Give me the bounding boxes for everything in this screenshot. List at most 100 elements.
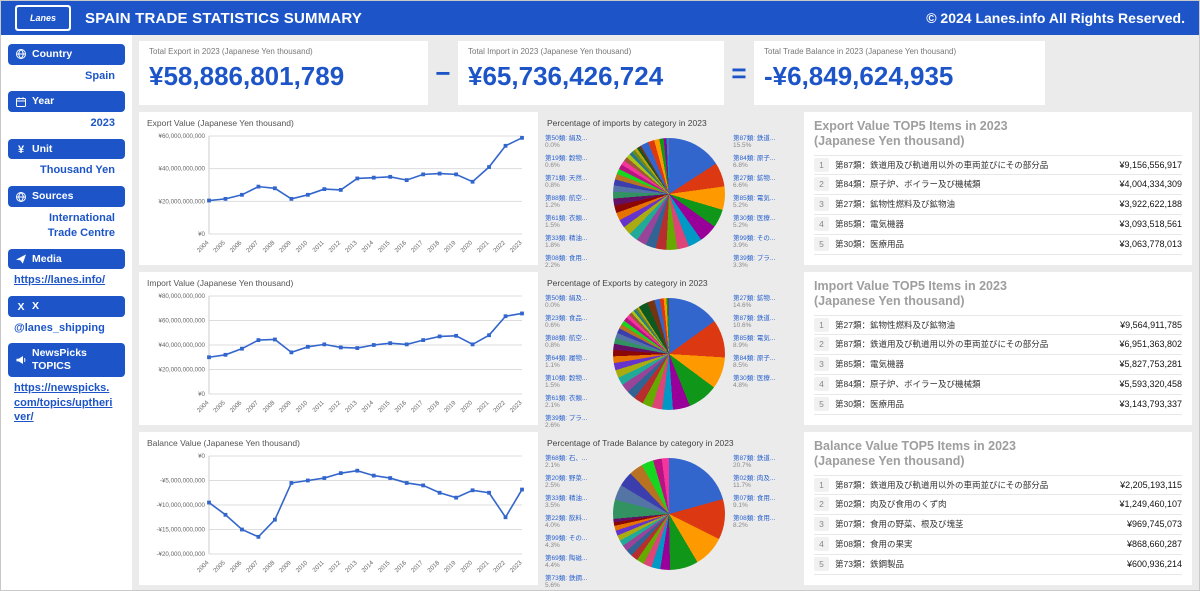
data-point[interactable] [289,481,294,485]
data-point[interactable] [338,345,343,350]
data-point[interactable] [289,350,294,355]
sidebar-item-x[interactable]: X X [8,296,125,317]
data-point[interactable] [338,471,343,476]
pie-callout-label: 第08類: 食用... 8.2% [733,515,776,529]
data-point[interactable] [503,143,508,148]
svg-text:2014: 2014 [360,399,375,414]
data-point[interactable] [487,333,491,338]
data-point[interactable] [256,338,261,342]
top5-rows-import: 1 第27類：鉱物性燃料及び鉱物油 ¥9,564,911,785 2 第87類：鉄道用及… [814,314,1182,415]
data-point[interactable] [520,311,524,316]
data-point[interactable] [355,176,360,181]
top5-row: 2 第87類：鉄道用及び軌道用以外の車両並びにその部分品 ¥6,951,363,80… [814,335,1182,355]
newspicks-link[interactable]: https://newspicks.com/topics/uptheriver/ [14,381,113,424]
data-point[interactable] [355,346,360,350]
data-point[interactable] [207,500,211,505]
data-point[interactable] [454,333,459,338]
data-point[interactable] [454,172,459,177]
svg-text:2019: 2019 [443,239,458,254]
pie-chart[interactable] [613,138,725,250]
data-point[interactable] [503,314,508,319]
import-line-chart[interactable]: ¥0 ¥20,000,000,000 ¥40,000,000,000 ¥60,000,… [147,289,530,427]
data-point[interactable] [272,517,277,522]
sidebar-item-year[interactable]: Year [8,91,125,113]
sidebar-item-sources[interactable]: Sources [8,186,125,207]
data-point[interactable] [371,343,376,347]
data-point[interactable] [437,171,442,176]
balance-line-chart[interactable]: ¥0 -¥5,000,000,000 -¥10,000,000,000 -¥15,00… [147,449,530,587]
data-point[interactable] [470,179,475,184]
pie-callout-label: 第68類: 石、... 2.1% [545,455,588,469]
megaphone-icon [15,354,27,366]
data-point[interactable] [240,527,244,532]
sidebar-item-media[interactable]: Media [8,248,125,270]
data-point[interactable] [404,342,409,347]
svg-text:2017: 2017 [410,559,425,574]
data-point[interactable] [487,490,491,495]
data-point[interactable] [355,468,360,473]
pie-labels-right: 第27類: 鉱物... 14.6% 第87類: 鉄道... 10.6% 第85類: 電気… [733,292,797,392]
media-link[interactable]: https://lanes.info/ [14,274,106,287]
data-point[interactable] [454,495,459,500]
data-point[interactable] [305,344,310,349]
rank-badge: 2 [814,337,829,351]
item-value: ¥4,004,334,309 [1119,179,1182,189]
data-point[interactable] [470,342,475,347]
data-point[interactable] [404,178,409,182]
data-point[interactable] [289,196,294,201]
data-point[interactable] [421,172,426,177]
data-point[interactable] [256,534,261,539]
data-point[interactable] [520,135,524,140]
data-point[interactable] [322,476,327,480]
page-title: SPAIN TRADE STATISTICS SUMMARY [85,9,363,27]
data-point[interactable] [305,478,310,483]
data-point[interactable] [322,342,327,347]
sidebar-item-unit[interactable]: ¥ Unit [8,138,125,160]
sidebar-item-country[interactable]: Country [8,44,125,65]
pie-callout-label: 第27類: 鉱物... 14.6% [733,295,776,309]
data-point[interactable] [421,483,426,488]
pie-callout-label: 第61類: 衣類... 1.5% [545,215,588,229]
data-point[interactable] [240,192,244,197]
data-point[interactable] [223,352,228,357]
svg-text:2007: 2007 [245,239,260,254]
data-point[interactable] [305,192,310,197]
data-point[interactable] [404,481,409,485]
data-point[interactable] [388,174,393,179]
lanes-logo[interactable]: Lanes [15,5,71,31]
data-point[interactable] [322,187,327,191]
data-point[interactable] [520,487,524,492]
svg-text:2022: 2022 [492,239,507,254]
svg-text:2013: 2013 [344,239,359,254]
pie-chart[interactable] [613,298,725,410]
data-point[interactable] [338,188,343,192]
data-point[interactable] [256,184,261,189]
data-point[interactable] [487,165,491,169]
data-point[interactable] [207,198,211,203]
operator-equals: = [731,57,747,88]
data-point[interactable] [371,175,376,180]
data-point[interactable] [223,196,228,201]
data-point[interactable] [437,490,442,495]
top5-row: 5 第30類：医療用品 ¥3,063,778,013 [814,235,1182,255]
pie-chart[interactable] [613,458,725,570]
data-point[interactable] [388,341,393,346]
data-point[interactable] [371,473,376,478]
data-point[interactable] [207,355,211,360]
item-value: ¥9,156,556,917 [1119,159,1182,170]
data-point[interactable] [503,515,508,520]
data-point[interactable] [272,186,277,191]
export-line-chart[interactable]: ¥0 ¥20,000,000,000 ¥40,000,000,000 ¥60,000,… [147,129,530,267]
data-point[interactable] [470,488,475,493]
data-point[interactable] [388,476,393,480]
sidebar-item-newspicks[interactable]: NewsPicks TOPICS [8,343,125,377]
svg-text:2023: 2023 [509,239,524,254]
data-point[interactable] [437,334,442,339]
item-value: ¥868,660,287 [1126,539,1182,549]
data-point[interactable] [421,338,426,342]
data-point[interactable] [272,337,277,342]
pie-callout-label: 第84類: 原子... 6.8% [733,155,776,169]
data-point[interactable] [240,346,244,351]
svg-text:¥80,000,000,000: ¥80,000,000,000 [159,293,206,300]
data-point[interactable] [223,512,228,517]
